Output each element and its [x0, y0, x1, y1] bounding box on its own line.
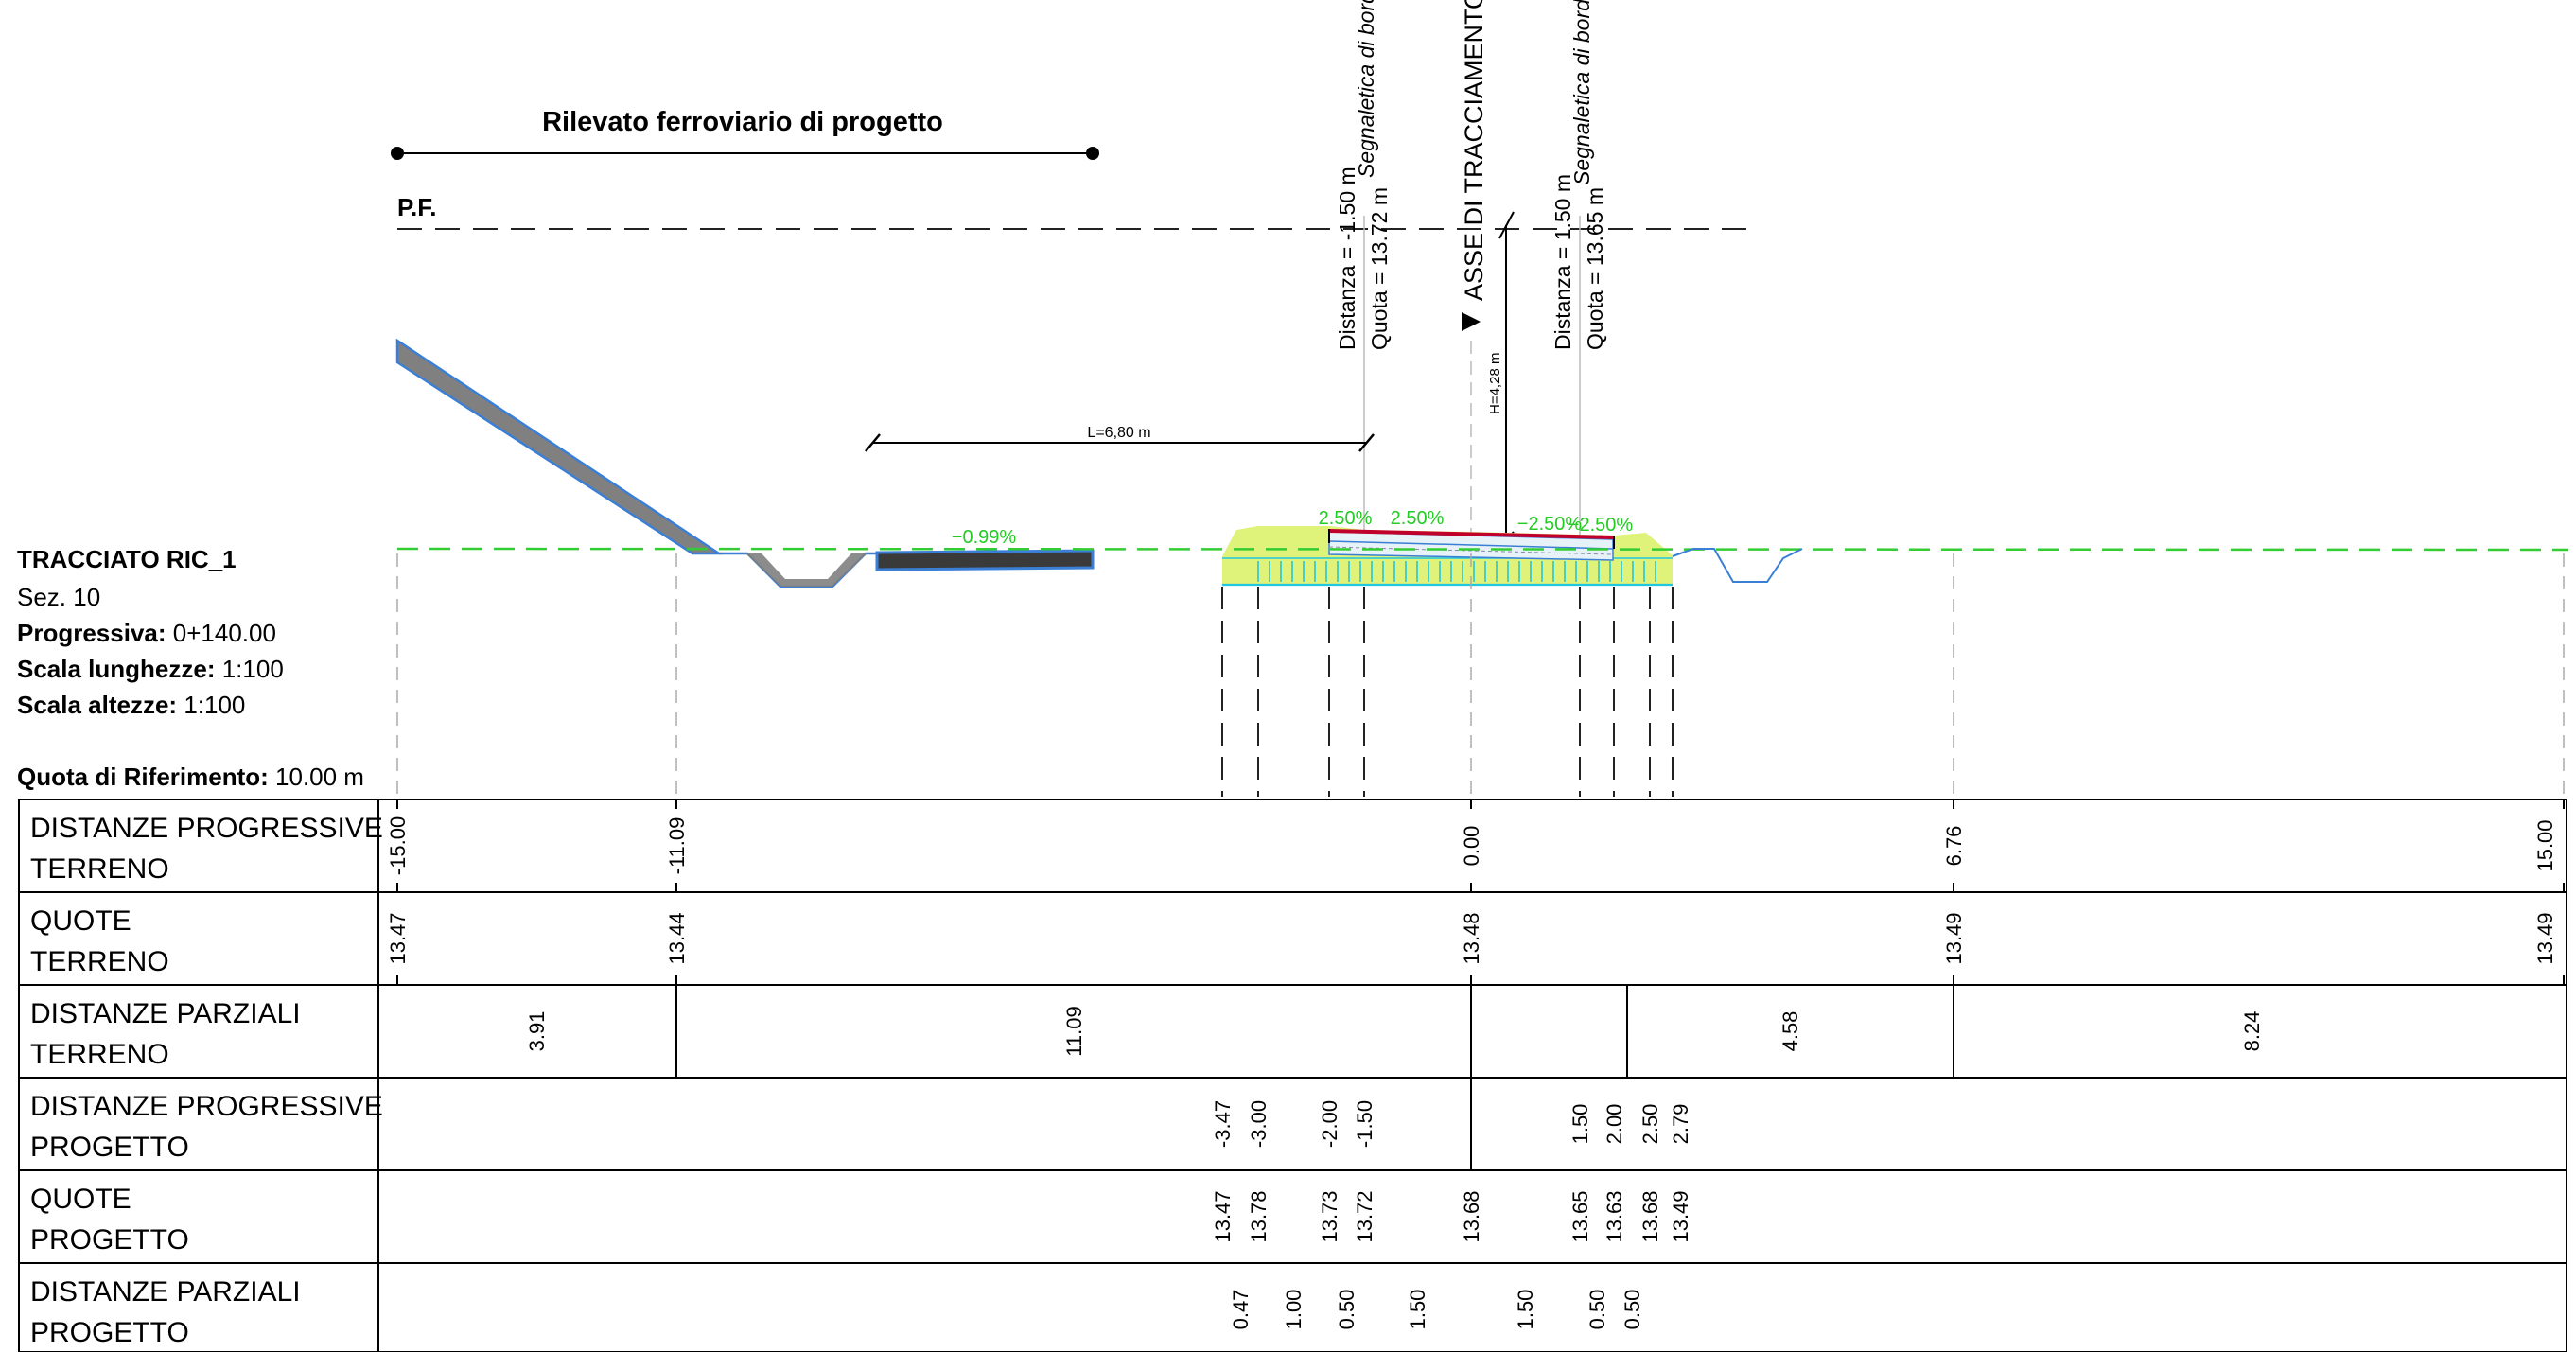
- right-ditch: [1672, 548, 1803, 583]
- table-cell: -2.00: [1318, 1100, 1341, 1148]
- section-number: Sez. 10: [17, 583, 100, 611]
- l-dimension: L=6,80 m: [865, 425, 1375, 452]
- left-edge-distanza: Distanza = -1.50 m: [1335, 167, 1359, 350]
- row-header: DISTANZE PARZIALI: [30, 998, 301, 1029]
- table-cell: 1.50: [1514, 1290, 1537, 1330]
- data-table: DISTANZE PROGRESSIVE TERRENO QUOTE TERRE…: [18, 799, 2567, 1352]
- table-cell: 13.48: [1460, 912, 1483, 964]
- h-dimension-label: H=4,28 m: [1487, 353, 1503, 414]
- info-block: TRACCIATO RIC_1 Sez. 10 Progressiva: 0+1…: [17, 545, 364, 791]
- terreno-dist-values: -15.00 -11.09 0.00 6.76 15.00: [386, 816, 2557, 875]
- slope-label: 2.50%: [1319, 508, 1373, 529]
- table-cell: 13.72: [1353, 1190, 1376, 1242]
- row-header: TERRENO: [30, 946, 169, 977]
- h-dimension: H=4,28 m: [1487, 211, 1515, 550]
- progetto-dist-values: -3.47 -3.00 -2.00 -1.50 1.50 2.00 2.50 2…: [1211, 1100, 1692, 1148]
- right-edge-quota: Quota = 13.65 m: [1583, 187, 1607, 350]
- slope-labels: −0.99% 2.50% 2.50% −2.50% −2.50%: [952, 508, 1634, 548]
- right-edge-sign: Segnaletica di bordo: [1569, 0, 1594, 185]
- table-cell: 6.76: [1942, 826, 1966, 867]
- table-cell: 2.50: [1638, 1104, 1662, 1145]
- scala-lunghezze: Scala lunghezze: 1:100: [17, 655, 284, 683]
- table-cell: 0.00: [1460, 826, 1483, 867]
- left-edge-quota: Quota = 13.72 m: [1367, 187, 1392, 350]
- left-ditch-fill: [745, 553, 867, 587]
- banner-title: Rilevato ferroviario di progetto: [542, 107, 943, 137]
- slope-label: −0.99%: [952, 527, 1017, 548]
- row-header: DISTANZE PARZIALI: [30, 1276, 301, 1308]
- ground-line: [396, 547, 2569, 552]
- quota-riferimento: Quota di Riferimento: 10.00 m: [17, 763, 364, 791]
- table-cell: -3.47: [1211, 1100, 1235, 1148]
- table-cell: 8.24: [2240, 1011, 2264, 1052]
- table-cell: 0.50: [1586, 1290, 1609, 1330]
- table-cell: 1.50: [1568, 1104, 1592, 1145]
- l-dimension-label: L=6,80 m: [1087, 425, 1150, 441]
- table-cell: 2.79: [1669, 1104, 1692, 1145]
- table-cell: 13.49: [1669, 1190, 1692, 1242]
- right-edge-annotation: Distanza = 1.50 m Quota = 13.65 m Segnal…: [1551, 0, 1607, 539]
- rail-layer: [1328, 529, 1615, 549]
- table-cell: 13.47: [1211, 1190, 1235, 1242]
- table-cell: 1.50: [1406, 1290, 1429, 1330]
- table-cell: 3.91: [525, 1011, 549, 1052]
- table-cell: -1.50: [1353, 1100, 1376, 1148]
- table-cell: 13.49: [2533, 912, 2557, 964]
- table-cell: 1.00: [1282, 1290, 1306, 1330]
- table-cell: 15.00: [2533, 819, 2557, 871]
- table-cell: 13.65: [1568, 1190, 1592, 1242]
- axis-arrow-icon: [1462, 312, 1481, 331]
- row-header: PROGETTO: [30, 1317, 189, 1348]
- table-cell: 13.44: [665, 912, 689, 964]
- terreno-guide-lines: [396, 553, 2565, 797]
- row-header: QUOTE: [30, 905, 131, 937]
- right-edge-distanza: Distanza = 1.50 m: [1551, 174, 1575, 350]
- scala-altezze: Scala altezze: 1:100: [17, 691, 245, 719]
- slope-label: 2.50%: [1391, 508, 1445, 529]
- table-cell: 13.49: [1942, 912, 1966, 964]
- banner-dimension-line: [391, 147, 1099, 160]
- row-header: DISTANZE PROGRESSIVE: [30, 813, 383, 844]
- table-cell: 13.73: [1318, 1190, 1341, 1242]
- row-header: QUOTE: [30, 1184, 131, 1215]
- table-cell: 0.47: [1229, 1290, 1253, 1330]
- axis-annotation: ASSE DI TRACCIAMENTO: [1460, 0, 1488, 549]
- left-edge-sign: Segnaletica di bordo: [1354, 0, 1378, 178]
- track-name: TRACCIATO RIC_1: [17, 545, 237, 573]
- table-cell: 0.50: [1335, 1290, 1358, 1330]
- row-headers: DISTANZE PROGRESSIVE TERRENO QUOTE TERRE…: [30, 813, 383, 1348]
- row-header: PROGETTO: [30, 1132, 189, 1163]
- progressiva: Progressiva: 0+140.00: [17, 619, 276, 647]
- terreno-parz-values: 3.91 11.09 4.58 8.24: [525, 1006, 2264, 1056]
- table-cell: 13.47: [386, 912, 410, 964]
- table-cell: 0.50: [1621, 1290, 1644, 1330]
- row-header: PROGETTO: [30, 1224, 189, 1255]
- row-header: DISTANZE PROGRESSIVE: [30, 1091, 383, 1122]
- pf-label: P.F.: [397, 193, 436, 221]
- progetto-parz-values: 0.47 1.00 0.50 1.50 1.50 0.50 0.50: [1229, 1290, 1644, 1330]
- table-cell: -15.00: [386, 816, 410, 875]
- table-cell: 13.78: [1247, 1190, 1270, 1242]
- progetto-quote-values: 13.47 13.78 13.73 13.72 13.68 13.65 13.6…: [1211, 1190, 1692, 1242]
- table-cell: 4.58: [1779, 1011, 1802, 1052]
- table-cell: -11.09: [665, 817, 689, 875]
- left-edge-annotation: Distanza = -1.50 m Quota = 13.72 m Segna…: [1335, 0, 1392, 539]
- table-cell: 13.68: [1638, 1190, 1662, 1242]
- axis-label: ASSE DI TRACCIAMENTO: [1460, 0, 1488, 301]
- progetto-guide-lines: [1221, 587, 1674, 797]
- row-header: TERRENO: [30, 1039, 169, 1070]
- table-cell: 2.00: [1603, 1104, 1626, 1145]
- slope-label: −2.50%: [1517, 514, 1583, 535]
- table-cell: -3.00: [1247, 1100, 1270, 1148]
- table-cell: 13.68: [1460, 1190, 1483, 1242]
- terreno-quote-values: 13.47 13.44 13.48 13.49 13.49: [386, 912, 2557, 964]
- embankment-plate: [875, 549, 1095, 571]
- slope-label: −2.50%: [1568, 515, 1634, 536]
- left-slope-structure: [395, 338, 724, 555]
- row-header: TERRENO: [30, 853, 169, 885]
- table-cell: 13.63: [1603, 1190, 1626, 1242]
- table-cell: 11.09: [1062, 1006, 1086, 1056]
